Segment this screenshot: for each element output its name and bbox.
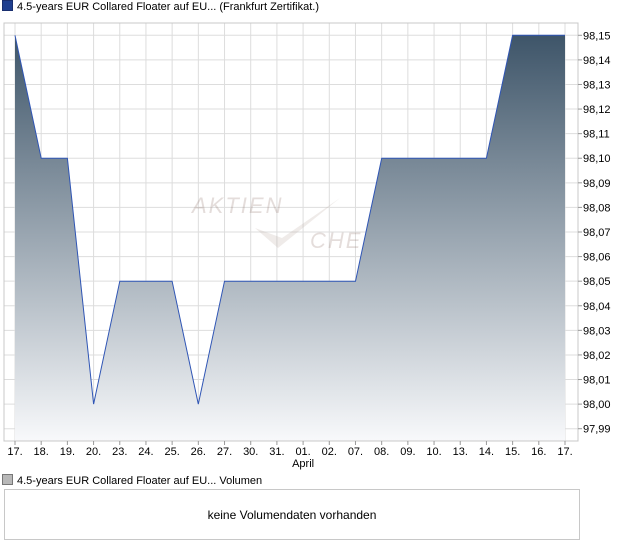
y-tick-label: 98,15 xyxy=(583,30,611,42)
y-tick-label: 98,03 xyxy=(583,325,611,337)
x-tick-label: 18. xyxy=(34,446,49,458)
y-tick-label: 98,05 xyxy=(583,276,611,288)
price-area xyxy=(15,35,565,442)
y-tick-label: 98,02 xyxy=(583,350,611,362)
x-tick-label: 14. xyxy=(479,446,494,458)
x-tick-label: 08. xyxy=(374,446,389,458)
y-tick-label: 98,00 xyxy=(583,399,611,411)
x-tick-label: 23. xyxy=(112,446,127,458)
x-tick-label: 15. xyxy=(505,446,520,458)
x-tick-label: 26. xyxy=(191,446,206,458)
x-tick-label: 01. xyxy=(295,446,310,458)
y-tick-label: 98,01 xyxy=(583,375,611,387)
x-month-label: April xyxy=(292,458,314,470)
y-tick-label: 98,07 xyxy=(583,227,611,239)
y-tick-label: 98,11 xyxy=(583,129,610,141)
x-tick-label: 25. xyxy=(164,446,179,458)
x-axis-ticks: 17. 18. 19. 20. 23. 24. 25. 26. 27. 30. 31. 01. 02. 0… xyxy=(7,441,573,470)
y-tick-label: 98,12 xyxy=(583,104,611,116)
x-tick-label: 16. xyxy=(531,446,546,458)
volume-legend-swatch xyxy=(2,474,13,485)
x-tick-label: 07. xyxy=(348,446,363,458)
x-tick-label: 20. xyxy=(86,446,101,458)
x-tick-label: 17. xyxy=(557,446,572,458)
y-tick-label: 97,99 xyxy=(583,424,611,436)
y-tick-label: 98,13 xyxy=(583,79,611,91)
x-tick-label: 10. xyxy=(426,446,441,458)
y-tick-label: 98,06 xyxy=(583,252,611,264)
volume-empty-message: keine Volumendaten vorhanden xyxy=(207,508,377,522)
x-tick-label: 31. xyxy=(269,446,284,458)
x-tick-label: 09. xyxy=(400,446,415,458)
y-tick-label: 98,09 xyxy=(583,178,611,190)
price-line xyxy=(14,34,565,405)
y-axis-ticks: 97,99 98,00 98,01 98,02 98,03 98,04 98,05 98,06… xyxy=(578,30,611,436)
x-tick-label: 30. xyxy=(243,446,258,458)
x-tick-label: 17. xyxy=(7,446,22,458)
y-tick-label: 98,10 xyxy=(583,153,611,165)
volume-legend: 4.5-years EUR Collared Floater auf EU...… xyxy=(2,474,262,488)
x-tick-label: 13. xyxy=(453,446,468,458)
x-tick-label: 27. xyxy=(217,446,232,458)
y-tick-label: 98,14 xyxy=(583,55,611,67)
price-legend: 4.5-years EUR Collared Floater auf EU...… xyxy=(2,0,319,14)
x-tick-label: 19. xyxy=(60,446,75,458)
y-tick-label: 98,08 xyxy=(583,202,611,214)
x-tick-label: 24. xyxy=(138,446,153,458)
volume-panel: keine Volumendaten vorhanden xyxy=(4,489,580,540)
price-legend-swatch xyxy=(2,0,13,11)
watermark-text-aktien: AKTIEN xyxy=(190,193,283,218)
volume-legend-label: 4.5-years EUR Collared Floater auf EU...… xyxy=(17,475,263,487)
y-tick-label: 98,04 xyxy=(583,301,611,313)
price-legend-label: 4.5-years EUR Collared Floater auf EU...… xyxy=(17,1,319,13)
x-tick-label: 02. xyxy=(322,446,337,458)
